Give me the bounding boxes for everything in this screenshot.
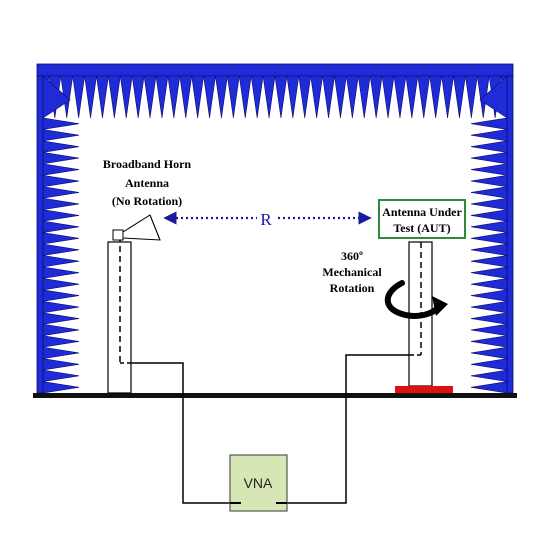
top-absorber-wall xyxy=(36,63,514,119)
horn-antenna-tower xyxy=(107,236,133,394)
vna-box xyxy=(229,454,288,512)
horn-antenna-icon xyxy=(112,214,161,241)
horn-label-line2: Antenna xyxy=(125,176,169,190)
vna-label: VNA xyxy=(244,475,273,491)
aut-cable xyxy=(287,354,410,504)
horn-label-line3: (No Rotation) xyxy=(112,194,182,208)
aut-label-line2: Test (AUT) xyxy=(393,221,450,235)
rotation-arrow-icon xyxy=(384,280,448,319)
rotation-label-line3: Rotation xyxy=(330,281,375,295)
aut-label-box xyxy=(378,199,466,239)
right-absorber-wall xyxy=(470,75,514,394)
aut-label-line1: Antenna Under xyxy=(382,205,462,219)
horn-cable xyxy=(131,362,230,504)
distance-label: R xyxy=(260,210,272,229)
horn-label-line1: Broadband Horn xyxy=(103,157,191,171)
chamber-floor xyxy=(33,393,517,398)
rotation-label-line2: Mechanical xyxy=(322,265,382,279)
left-absorber-wall xyxy=(36,75,80,394)
aut-rotation-mount xyxy=(395,386,453,393)
rotation-label-line1: 360º xyxy=(341,249,363,263)
absorber-walls xyxy=(36,63,514,394)
